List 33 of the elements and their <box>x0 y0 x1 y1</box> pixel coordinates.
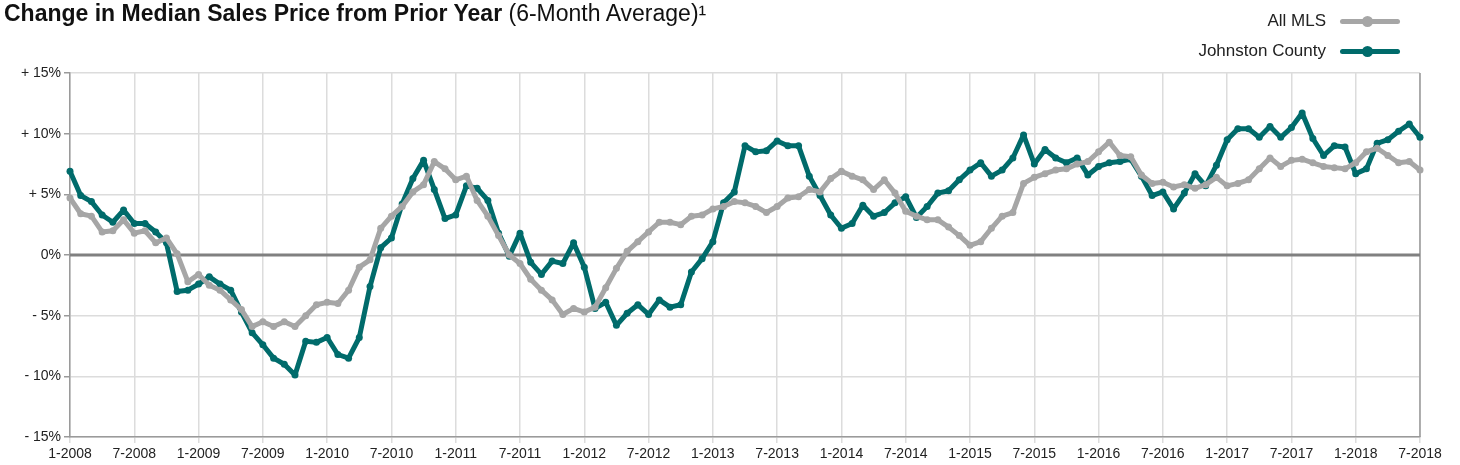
x-tick-label: 7-2009 <box>241 445 285 462</box>
x-tick-label: 1-2018 <box>1333 445 1378 462</box>
y-tick-label: + 15% <box>20 63 61 80</box>
x-tick-label: 7-2015 <box>1012 445 1057 462</box>
x-tick-label: 1-2017 <box>1205 445 1250 462</box>
x-tick-label: 1-2011 <box>434 445 478 462</box>
x-tick-label: 1-2008 <box>48 445 93 462</box>
legend-label: All MLS <box>1267 11 1326 31</box>
x-tick-label: 1-2013 <box>691 445 735 462</box>
y-tick-label: - 10% <box>24 367 61 384</box>
x-tick-label: 1-2016 <box>1076 445 1121 462</box>
x-tick-label: 1-2015 <box>948 445 993 462</box>
y-tick-label: - 5% <box>32 306 61 323</box>
x-tick-label: 7-2013 <box>755 445 800 462</box>
x-tick-label: 7-2018 <box>1398 445 1443 462</box>
x-tick-label: 1-2012 <box>562 445 607 462</box>
y-tick-label: - 15% <box>24 427 61 444</box>
x-tick-label: 7-2012 <box>626 445 671 462</box>
x-tick-label: 7-2014 <box>883 445 928 462</box>
x-tick-label: 7-2017 <box>1269 445 1314 462</box>
x-tick-label: 7-2011 <box>498 445 542 462</box>
x-tick-label: 7-2008 <box>112 445 157 462</box>
y-tick-label: + 10% <box>20 124 61 141</box>
x-tick-label: 7-2010 <box>369 445 414 462</box>
x-tick-label: 1-2010 <box>305 445 350 462</box>
chart-subtitle: (6-Month Average)¹ <box>507 0 707 26</box>
chart-title: Change in Median Sales Price from Prior Year <box>4 0 503 26</box>
y-tick-label: + 5% <box>28 185 61 202</box>
x-tick-label: 7-2016 <box>1141 445 1185 462</box>
x-tick-label: 1-2014 <box>819 445 864 462</box>
x-tick-label: 1-2009 <box>176 445 221 462</box>
legend-label: Johnston County <box>1198 41 1326 61</box>
y-tick-label: 0% <box>40 245 61 262</box>
